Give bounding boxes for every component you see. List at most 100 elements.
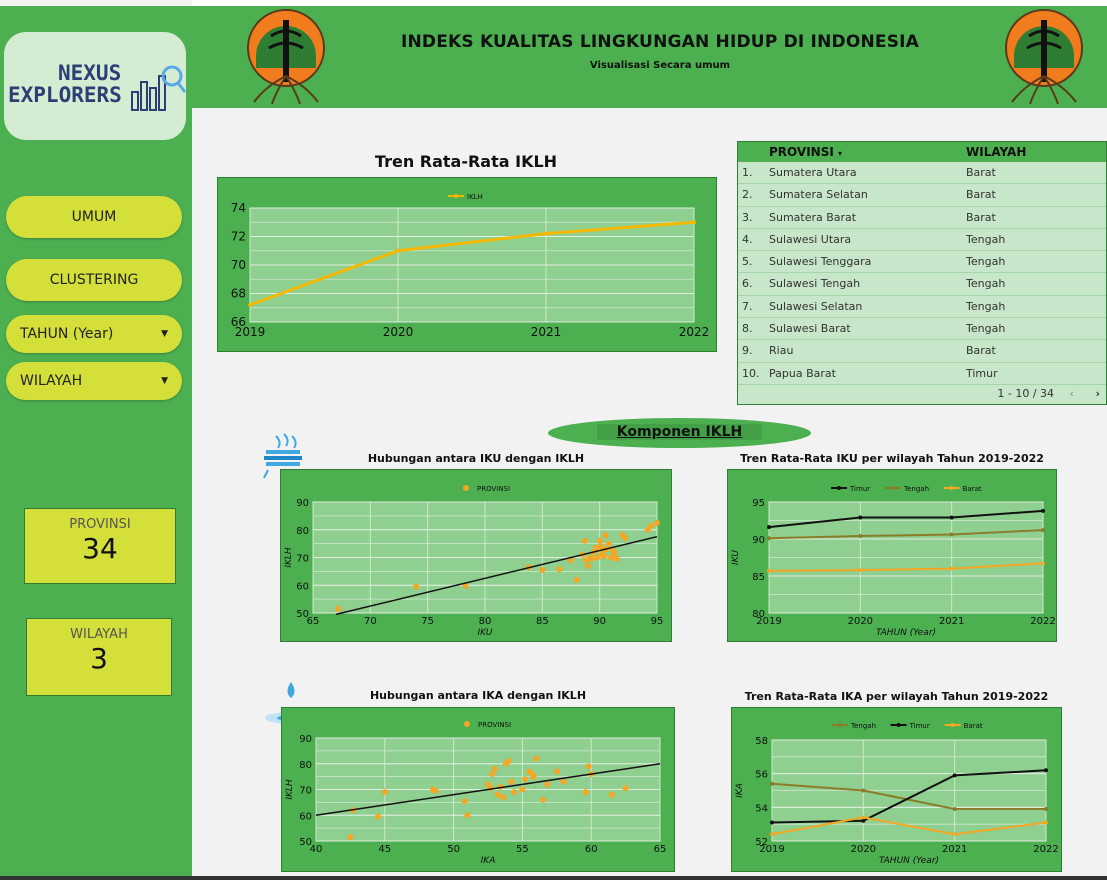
cell-no: 4.: [742, 232, 753, 246]
series-point: [1041, 528, 1045, 533]
ika-scatter-chart: 40 45 50 55 60 65 50 60 70 80 90 IKA IKLH PROVINSI: [281, 707, 675, 872]
table-row[interactable]: 6. Sulawesi Tengah Tengah: [738, 273, 1106, 296]
legend-label: Barat: [964, 722, 983, 730]
komponen-section-label: Komponen IKLH: [548, 418, 811, 448]
nav-clustering-button[interactable]: CLUSTERING: [6, 259, 182, 301]
scatter-point: [464, 812, 471, 819]
table-row[interactable]: 9. Riau Barat: [738, 340, 1106, 363]
chevron-right-icon[interactable]: ›: [1095, 387, 1100, 400]
trend-line: [335, 535, 658, 616]
table-header: PROVINSI ▾ WILAYAH: [738, 142, 1106, 162]
x-tick-label: 90: [593, 616, 606, 627]
scatter-point: [560, 778, 567, 785]
y-tick-label: 90: [299, 734, 312, 745]
y-tick-label: 70: [231, 258, 246, 272]
x-tick-label: 95: [651, 616, 664, 627]
cell-no: 10.: [742, 366, 760, 380]
col-wilayah-header[interactable]: WILAYAH: [966, 145, 1027, 159]
scatter-point: [613, 555, 620, 562]
kpi-wilayah-label: WILAYAH: [70, 627, 128, 642]
scatter-point: [654, 519, 660, 526]
scatter-point: [347, 834, 354, 841]
table-row[interactable]: 4. Sulawesi Utara Tengah: [738, 229, 1106, 252]
year-filter-dropdown[interactable]: TAHUN (Year) ▼: [6, 315, 182, 353]
x-axis-label: IKU: [478, 628, 493, 638]
x-tick-label: 60: [585, 844, 598, 855]
series-point: [861, 788, 866, 793]
cell-no: 7.: [742, 299, 753, 313]
trend-line: [315, 763, 661, 816]
x-tick-label: 2019: [235, 325, 266, 339]
scatter-point: [644, 526, 651, 533]
region-filter-dropdown[interactable]: WILAYAH ▼: [6, 362, 182, 400]
table-row[interactable]: 1. Sumatera Utara Barat: [738, 162, 1106, 185]
series-point: [1044, 820, 1048, 825]
cell-no: 8.: [742, 322, 753, 336]
cell-provinsi: Sulawesi Utara: [769, 232, 852, 246]
y-tick-label: 80: [752, 609, 765, 620]
series-point: [952, 773, 957, 778]
scatter-point: [602, 532, 609, 539]
scatter-point: [601, 553, 608, 560]
series-point: [767, 568, 771, 573]
scatter-point: [374, 813, 381, 820]
col-provinsi-header[interactable]: PROVINSI ▾: [769, 145, 842, 159]
table-row[interactable]: 8. Sulawesi Barat Tengah: [738, 318, 1106, 341]
x-tick-label: 65: [307, 616, 320, 627]
y-axis-label: IKA: [735, 783, 745, 798]
x-tick-label: 2021: [531, 325, 562, 339]
x-tick-label: 2020: [848, 616, 873, 627]
brand-wordmark: NEXUS EXPLORERS: [8, 62, 122, 106]
ministry-emblem-icon: [1005, 9, 1083, 105]
y-tick-label: 72: [231, 230, 246, 244]
series-line-timur: [771, 769, 1047, 824]
legend-marker-dot: [838, 723, 842, 727]
nav-clustering-label: CLUSTERING: [49, 272, 139, 288]
iklh-trend-title: Tren Rata-Rata IKLH: [374, 152, 558, 171]
table-row[interactable]: 10. Papua Barat Timur: [738, 363, 1106, 385]
table-row[interactable]: 2. Sumatera Selatan Barat: [738, 184, 1106, 207]
cell-provinsi: Papua Barat: [769, 366, 836, 380]
cell-wilayah: Barat: [966, 166, 996, 179]
table-row[interactable]: 5. Sulawesi Tenggara Tengah: [738, 251, 1106, 274]
province-table: PROVINSI ▾ WILAYAH 1. Sumatera Utara Barat…: [737, 141, 1107, 405]
iku-scatter-chart: 65 70 75 80 85 90 95 50 60 70 80 90 IKU IKLH PROVINSI: [280, 469, 672, 642]
cell-no: 1.: [742, 166, 753, 179]
kpi-wilayah-value: 3: [90, 642, 108, 675]
bottom-edge: [0, 876, 1107, 880]
y-tick-label: 85: [752, 572, 765, 583]
chevron-left-icon[interactable]: ‹: [1069, 387, 1074, 400]
y-tick-label: 50: [299, 837, 312, 848]
scatter-point: [539, 566, 546, 573]
table-row[interactable]: 7. Sulawesi Selatan Tengah: [738, 296, 1106, 319]
page-subtitle: Visualisasi Secara umum: [589, 60, 731, 71]
scatter-point: [648, 522, 655, 529]
series-point: [861, 818, 866, 823]
legend-label: Tengah: [850, 722, 876, 730]
caret-down-icon: ▼: [161, 376, 168, 386]
y-tick-label: 70: [299, 786, 312, 797]
x-tick-label: 85: [536, 616, 549, 627]
series-point: [770, 820, 774, 825]
nav-umum-button[interactable]: UMUM: [6, 196, 182, 238]
y-axis-label: IKU: [731, 550, 741, 565]
series-line-tengah: [768, 529, 1044, 540]
cell-wilayah: Tengah: [966, 277, 1006, 291]
scatter-point: [533, 755, 540, 762]
iklh-trend-svg: 2019 2020 2021 2022 66 68 70 72 74 IKLH: [231, 193, 710, 339]
x-tick-label: 2020: [851, 844, 876, 855]
legend-marker-dot: [950, 723, 955, 727]
scatter-point: [582, 557, 589, 564]
cell-no: 6.: [742, 277, 753, 291]
scatter-point: [582, 789, 589, 796]
x-tick-label: 2021: [939, 616, 964, 627]
y-tick-label: 60: [299, 811, 312, 822]
scatter-point: [462, 582, 469, 589]
legend-label: Tengah: [903, 485, 929, 493]
legend-marker: [463, 485, 469, 491]
table-row[interactable]: 3. Sumatera Barat Barat: [738, 207, 1106, 229]
series-point: [952, 832, 957, 837]
scatter-point: [432, 787, 439, 794]
iku-scatter-title: Hubungan antara IKU dengan IKLH: [367, 452, 585, 465]
ika-region-svg: 2019 2020 2021 2022 52 54 56 58 TAHUN (Year) IKA T…: [735, 722, 1059, 866]
